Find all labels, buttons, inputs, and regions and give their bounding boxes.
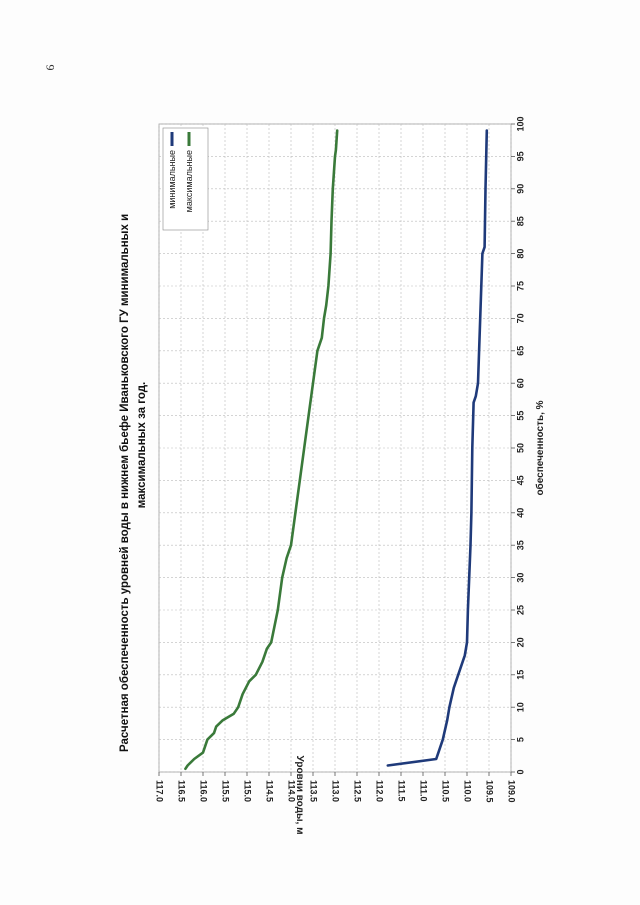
series-group <box>184 129 489 771</box>
x-tick-label: 5 <box>515 737 525 742</box>
y-tick-label: 112.5 <box>353 780 363 802</box>
x-tick-label: 45 <box>515 475 525 485</box>
x-tick-label: 100 <box>515 116 525 131</box>
x-axis-label: обеспеченность, % <box>534 400 546 495</box>
y-tick-label: 110.5 <box>441 780 451 802</box>
x-tick-label: 40 <box>515 508 525 518</box>
legend-label-min: минимальные <box>167 150 177 209</box>
x-tick-label: 15 <box>515 670 525 680</box>
x-tick-label: 85 <box>515 216 525 226</box>
grid <box>158 123 512 773</box>
ticks: 0 5 10 15 20 25 30 35 40 45 50 55 60 65 70 75 80 85 90 95 10… <box>155 116 526 802</box>
series-line-min <box>386 129 489 767</box>
x-tick-label: 80 <box>515 249 525 259</box>
legend: минимальные максимальные <box>162 127 209 231</box>
x-tick-label: 90 <box>515 184 525 194</box>
x-tick-label: 25 <box>515 605 525 615</box>
y-tick-label: 109.5 <box>485 780 495 803</box>
y-tick-label: 116.0 <box>199 780 209 802</box>
y-tick-label: 117.0 <box>155 780 165 802</box>
x-tick-label: 0 <box>515 769 525 774</box>
legend-label-max: максимальные <box>184 150 194 212</box>
y-axis-label: Уровни воды, м <box>294 755 305 834</box>
x-tick-label: 70 <box>515 313 525 323</box>
x-tick-label: 30 <box>515 573 525 583</box>
y-tick-label: 115.0 <box>243 780 253 802</box>
y-tick-label: 109.0 <box>507 780 517 803</box>
y-tick-label: 111.0 <box>419 780 429 802</box>
x-tick-label: 65 <box>515 346 525 356</box>
x-tick-label: 35 <box>515 540 525 550</box>
x-tick-label: 10 <box>515 702 525 712</box>
y-tick-label: 113.0 <box>331 780 341 802</box>
y-tick-label: 116.5 <box>177 780 187 802</box>
x-tick-label: 60 <box>515 378 525 388</box>
x-tick-label: 95 <box>515 151 525 161</box>
y-tick-label: 114.5 <box>265 780 275 802</box>
x-tick-label: 20 <box>515 637 525 647</box>
x-tick-label: 50 <box>515 443 525 453</box>
y-tick-label: 115.5 <box>221 780 231 802</box>
y-tick-label: 114.0 <box>287 780 297 802</box>
x-tick-label: 75 <box>515 281 525 291</box>
chart-title-line1: Расчетная обеспеченность уровней воды в … <box>119 214 131 752</box>
y-tick-label: 111.5 <box>397 780 407 802</box>
y-tick-label: 112.0 <box>375 780 385 802</box>
y-tick-label: 113.5 <box>309 780 319 802</box>
x-tick-label: 55 <box>515 411 525 421</box>
chart-title-line2: максимальных за год. <box>136 382 148 508</box>
series-line-max <box>184 129 339 771</box>
y-tick-label: 110.0 <box>463 780 473 802</box>
